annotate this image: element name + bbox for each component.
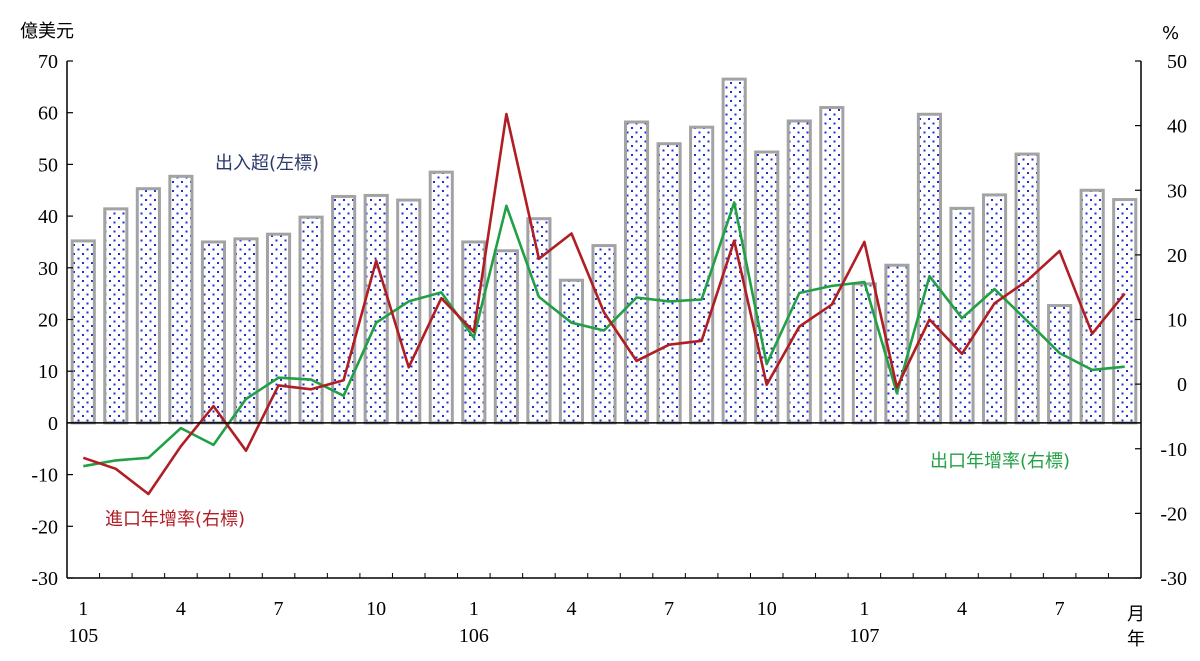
bar bbox=[656, 142, 682, 425]
bar bbox=[396, 198, 422, 425]
export-growth-line bbox=[83, 201, 1125, 468]
bar bbox=[819, 106, 845, 425]
bar bbox=[1047, 304, 1073, 425]
bar bbox=[721, 77, 747, 425]
bar bbox=[623, 120, 650, 425]
left-tick-label: 30 bbox=[38, 258, 58, 280]
right-tick-label: 30 bbox=[1167, 180, 1187, 202]
x-unit-month: 月 bbox=[1127, 604, 1145, 625]
bar bbox=[884, 263, 910, 425]
bar bbox=[1112, 198, 1138, 425]
x-tick-label: 1 bbox=[469, 598, 479, 620]
bar bbox=[1079, 188, 1105, 425]
right-tick-label: -30 bbox=[1160, 568, 1187, 590]
x-tick-label: 10 bbox=[366, 598, 386, 620]
x-tick-label: 1 bbox=[78, 598, 88, 620]
x-tick-label: 7 bbox=[664, 598, 674, 620]
right-tick-label: -10 bbox=[1160, 439, 1187, 461]
left-tick-label: -30 bbox=[31, 568, 58, 590]
right-tick-label: 20 bbox=[1167, 245, 1187, 267]
bar bbox=[591, 244, 617, 425]
bar bbox=[786, 119, 812, 425]
x-tick-label: 4 bbox=[957, 598, 967, 620]
bar bbox=[949, 206, 975, 425]
year-label: 107 bbox=[849, 625, 879, 647]
bar bbox=[298, 215, 324, 425]
left-tick-label: -20 bbox=[31, 516, 58, 538]
annotation-import-growth: 進口年增率(右標) bbox=[105, 509, 245, 530]
bar bbox=[265, 232, 292, 425]
line-series bbox=[82, 112, 1126, 496]
labels: 70 60 50 40 30 20 10 0 -10 -20 -30 50 40 30 20 10 0 -10 -2… bbox=[31, 51, 1187, 647]
left-tick-label: 20 bbox=[38, 310, 58, 332]
bar bbox=[331, 194, 357, 425]
x-tick-label: 4 bbox=[176, 598, 186, 620]
left-tick-label: 40 bbox=[38, 206, 58, 228]
x-tick-label: 1 bbox=[859, 598, 869, 620]
right-tick-label: 10 bbox=[1167, 310, 1187, 332]
bar bbox=[103, 207, 129, 425]
bar bbox=[1014, 152, 1040, 425]
axes bbox=[66, 60, 1142, 579]
x-tick-label: 7 bbox=[1055, 598, 1065, 620]
year-label: 106 bbox=[459, 625, 489, 647]
right-axis-unit: % bbox=[1162, 23, 1179, 44]
bar bbox=[363, 193, 389, 425]
bar-series bbox=[70, 77, 1138, 425]
bar bbox=[135, 187, 161, 425]
left-tick-label: -10 bbox=[31, 465, 58, 487]
x-tick-label: 7 bbox=[274, 598, 284, 620]
right-tick-label: -20 bbox=[1160, 503, 1187, 525]
left-tick-label: 0 bbox=[48, 413, 58, 435]
bar bbox=[526, 217, 552, 425]
bar bbox=[168, 174, 194, 425]
annotation-export-growth: 出口年增率(右標) bbox=[930, 451, 1070, 472]
bar bbox=[70, 239, 96, 425]
left-tick-label: 10 bbox=[38, 361, 58, 383]
left-tick-label: 60 bbox=[38, 103, 58, 125]
annotation-balance: 出入超(左標) bbox=[215, 153, 319, 174]
year-label: 105 bbox=[68, 625, 98, 647]
x-tick-label: 4 bbox=[566, 598, 576, 620]
left-tick-label: 50 bbox=[38, 154, 58, 176]
left-tick-label: 70 bbox=[38, 51, 58, 73]
left-axis-unit: 億美元 bbox=[20, 21, 74, 42]
right-tick-label: 50 bbox=[1167, 51, 1187, 73]
x-unit-year: 年 bbox=[1127, 629, 1145, 650]
bar bbox=[493, 249, 519, 425]
right-tick-label: 0 bbox=[1177, 374, 1187, 396]
bar bbox=[981, 193, 1008, 425]
bar bbox=[558, 278, 585, 425]
bar bbox=[916, 112, 943, 425]
right-tick-label: 40 bbox=[1167, 116, 1187, 138]
x-tick-label: 10 bbox=[757, 598, 777, 620]
import-growth-line bbox=[82, 112, 1126, 496]
bar bbox=[200, 240, 227, 425]
